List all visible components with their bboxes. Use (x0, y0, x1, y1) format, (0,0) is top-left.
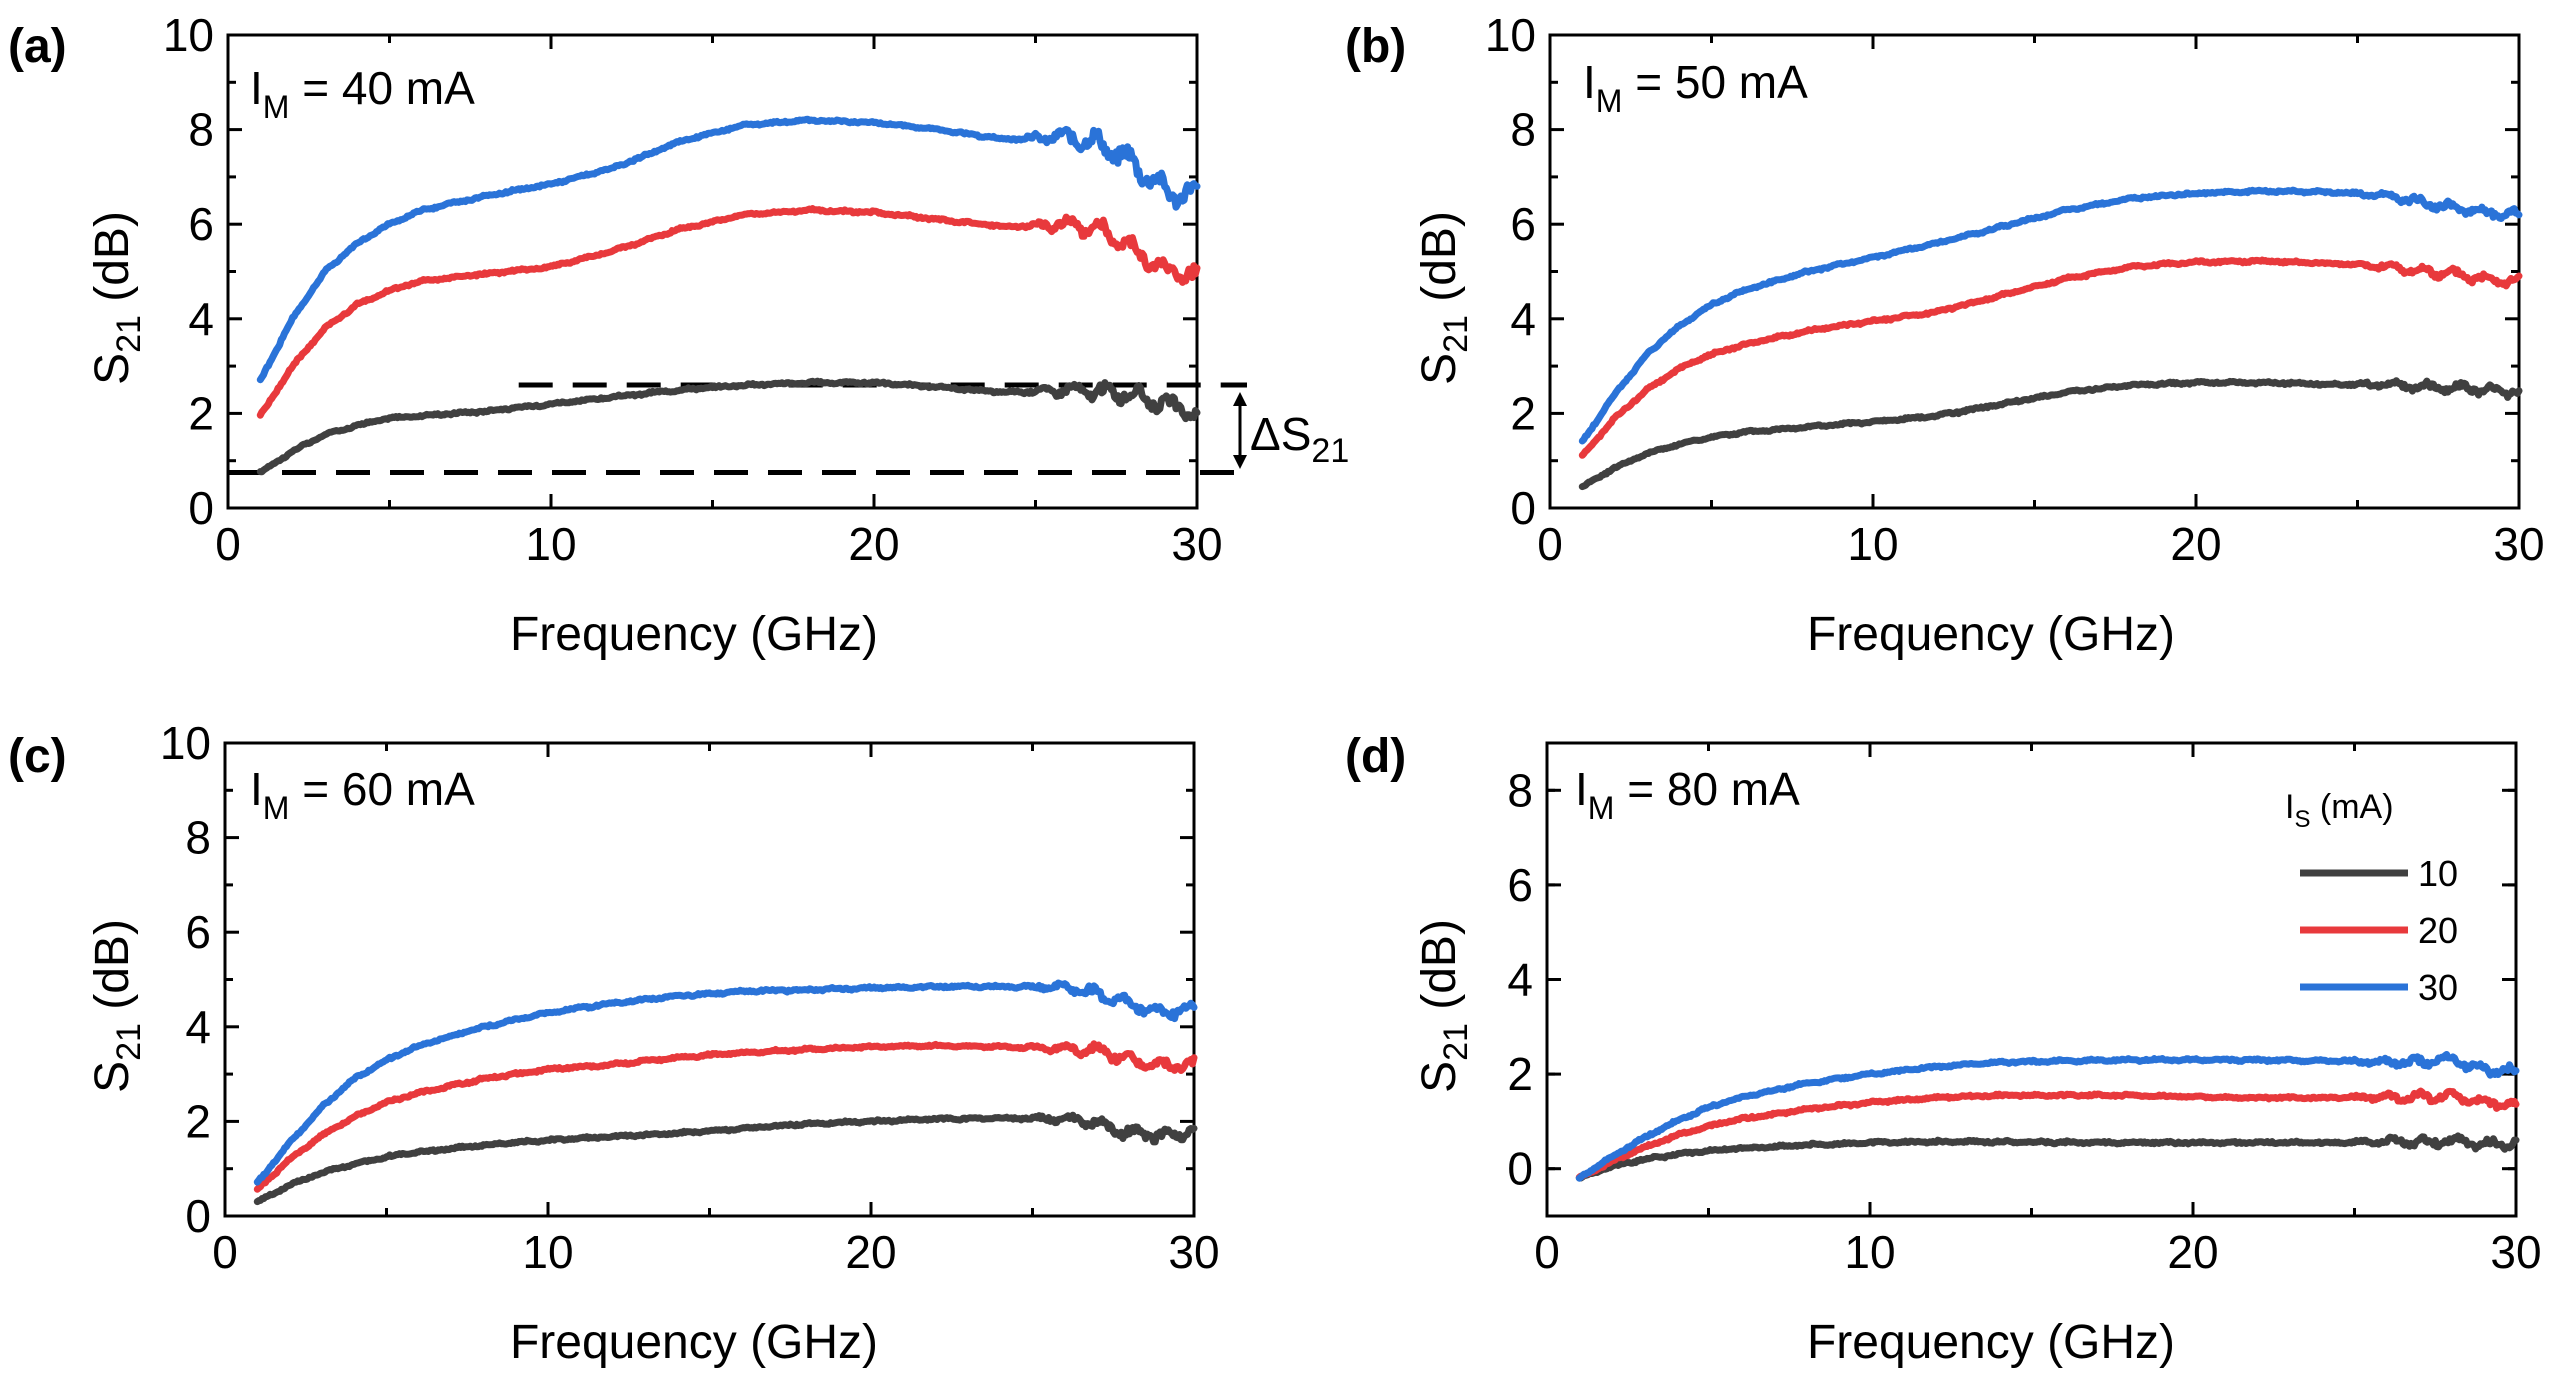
y-tick-label: 8 (1507, 764, 1533, 816)
y-tick-label: 10 (1485, 9, 1536, 61)
y-tick-label: 6 (1510, 198, 1536, 250)
delta-arrow-down-head (1233, 455, 1247, 469)
y-tick-label: 2 (1507, 1048, 1533, 1100)
x-tick-label: 10 (522, 1226, 573, 1278)
y-tick-label: 6 (185, 906, 211, 958)
y-tick-label: 2 (188, 387, 214, 439)
panel-a-x-axis-title: Frequency (GHz) (510, 608, 878, 661)
delta-s21-marker: ΔS21 (1233, 392, 1349, 470)
y-tick-label: 8 (1510, 104, 1536, 156)
y-tick-label: 4 (1507, 954, 1533, 1006)
y-tick-label: 4 (185, 1001, 211, 1053)
panel-d: (d) IM = 80 mA S21 (dB) Frequency (GHz) … (1345, 730, 2542, 1369)
panel-c-plot: 0 10 20 30 0 2 4 6 8 10 (160, 717, 1220, 1278)
delta-arrow-up-head (1233, 392, 1247, 406)
legend-label-20: 20 (2418, 910, 2458, 951)
x-tick-label: 20 (2170, 518, 2221, 570)
panel-b-letter: (b) (1345, 20, 1406, 73)
series-line-20 (1575, 1087, 2520, 1181)
series-line-20 (1578, 256, 2523, 459)
x-tick-label: 20 (2167, 1226, 2218, 1278)
y-tick-label: 0 (185, 1190, 211, 1242)
panel-b-current-label: IM = 50 mA (1583, 56, 1808, 119)
y-tick-label: 10 (163, 9, 214, 61)
x-tick-label: 0 (1537, 518, 1563, 570)
panel-a-letter: (a) (8, 20, 67, 73)
panel-d-x-axis-title: Frequency (GHz) (1807, 1316, 2175, 1369)
x-tick-label: 20 (848, 518, 899, 570)
x-tick-label: 10 (525, 518, 576, 570)
x-tick-label: 0 (215, 518, 241, 570)
x-tick-label: 20 (845, 1226, 896, 1278)
legend: IS (mA) 10 20 30 (2285, 788, 2458, 1008)
x-tick-label: 0 (1534, 1226, 1560, 1278)
series-line-10 (253, 1111, 1198, 1206)
panel-d-letter: (d) (1345, 730, 1406, 783)
delta-s21-label: ΔS21 (1250, 408, 1349, 470)
x-tick-label: 30 (1168, 1226, 1219, 1278)
panel-a-y-axis-title: S21 (dB) (86, 211, 148, 385)
y-tick-label: 0 (1510, 482, 1536, 534)
panel-c: (c) IM = 60 mA S21 (dB) Frequency (GHz) … (8, 717, 1220, 1369)
series-line-10 (1578, 377, 2523, 491)
panel-c-y-axis-title: S21 (dB) (86, 919, 148, 1093)
y-tick-label: 0 (188, 482, 214, 534)
panel-d-current-label: IM = 80 mA (1575, 763, 1800, 826)
panel-b-x-axis-title: Frequency (GHz) (1807, 608, 2175, 661)
panel-a: (a) IM = 40 mA S21 (dB) Frequency (GHz) … (8, 9, 1247, 661)
y-tick-label: 10 (160, 717, 211, 769)
y-tick-label: 0 (1507, 1143, 1533, 1195)
x-tick-label: 30 (2490, 1226, 2541, 1278)
y-tick-label: 2 (1510, 387, 1536, 439)
series-line-20 (253, 1040, 1198, 1193)
y-tick-label: 6 (188, 198, 214, 250)
series-line-30 (256, 115, 1201, 384)
y-tick-label: 4 (188, 293, 214, 345)
series-line-30 (1578, 186, 2523, 445)
panel-c-current-label: IM = 60 mA (250, 763, 475, 826)
x-tick-label: 10 (1844, 1226, 1895, 1278)
series-line-10 (1575, 1132, 2520, 1182)
panel-a-plot: 0 10 20 30 0 2 4 6 8 10 (163, 9, 1247, 570)
panel-b-plot: 0 10 20 30 0 2 4 6 8 10 (1485, 9, 2545, 570)
series-line-30 (253, 979, 1198, 1186)
legend-label-10: 10 (2418, 853, 2458, 894)
panel-c-letter: (c) (8, 730, 67, 783)
panel-b-y-axis-title: S21 (dB) (1413, 211, 1475, 385)
x-tick-label: 10 (1847, 518, 1898, 570)
panel-c-x-axis-title: Frequency (GHz) (510, 1316, 878, 1369)
panel-a-current-label: IM = 40 mA (250, 62, 475, 125)
series-line-30 (1575, 1051, 2520, 1182)
legend-title: IS (mA) (2285, 788, 2394, 833)
y-tick-label: 8 (188, 104, 214, 156)
y-tick-label: 2 (185, 1095, 211, 1147)
panel-d-y-axis-title: S21 (dB) (1413, 919, 1475, 1093)
y-tick-label: 4 (1510, 293, 1536, 345)
legend-label-30: 30 (2418, 967, 2458, 1008)
series-line-20 (256, 205, 1201, 419)
panel-b: (b) IM = 50 mA S21 (dB) Frequency (GHz) … (1345, 9, 2545, 661)
x-tick-label: 0 (212, 1226, 238, 1278)
series-line-10 (256, 377, 1201, 476)
x-tick-label: 30 (2493, 518, 2544, 570)
y-tick-label: 8 (185, 812, 211, 864)
panel-d-plot: 0 10 20 30 0 2 4 6 8 (1507, 741, 2542, 1278)
x-tick-label: 30 (1171, 518, 1222, 570)
y-tick-label: 6 (1507, 859, 1533, 911)
